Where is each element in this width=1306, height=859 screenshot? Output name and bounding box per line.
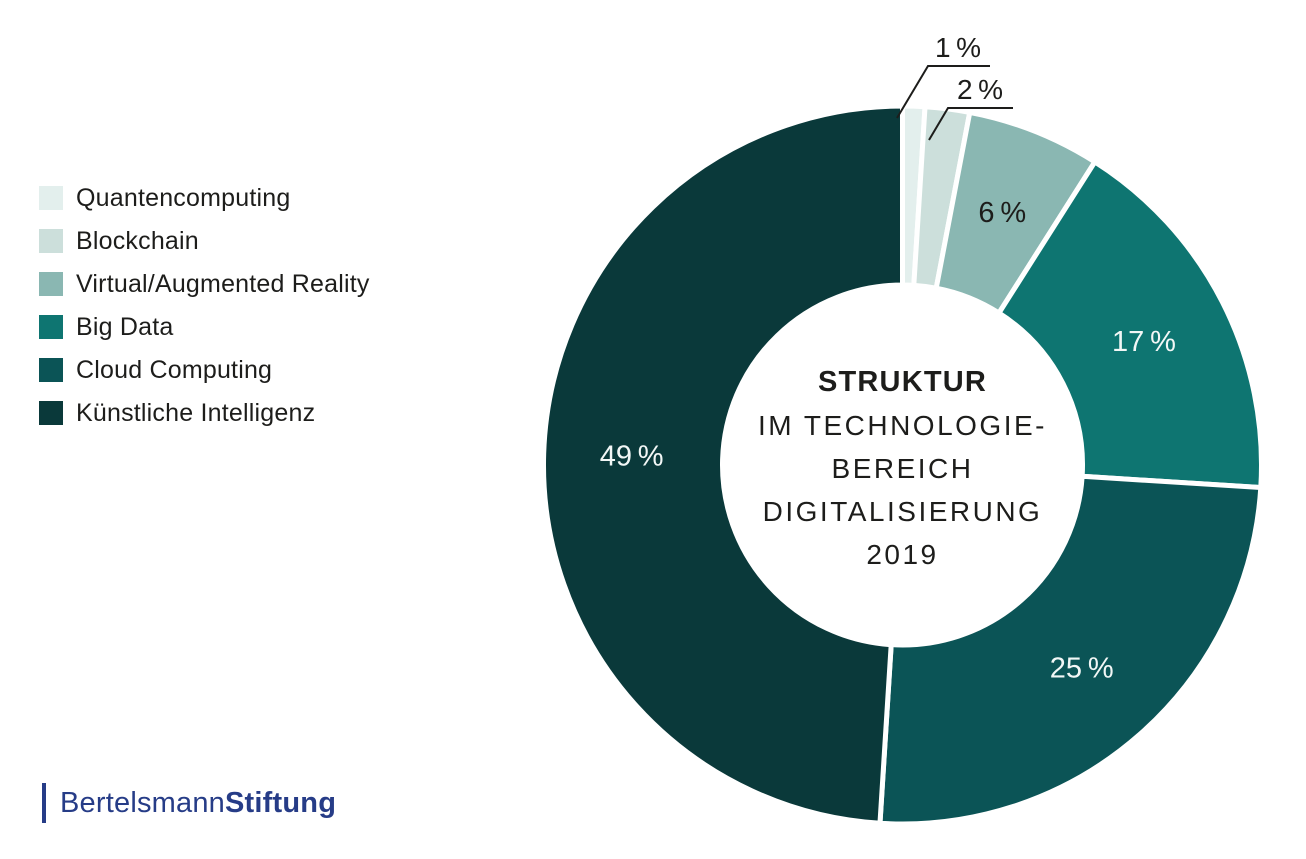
leader-line-quantencomputing (896, 65, 990, 119)
legend-item-k-nstliche-intelligenz: Künstliche Intelligenz (39, 398, 370, 427)
donut-segment-k-nstliche-intelligenz (541, 103, 905, 826)
donut-segment-cloud-computing (877, 473, 1264, 827)
segment-value-label-quantencomputing: 1 % (935, 32, 981, 63)
legend-swatch-blockchain (39, 229, 63, 253)
legend-item-quantencomputing: Quantencomputing (39, 183, 370, 212)
segment-value-label-blockchain: 2 % (957, 74, 1003, 105)
legend-swatch-virtual-augmented-reality (39, 272, 63, 296)
chart-title-line-1: STRUKTUR (817, 366, 988, 398)
logo-text: BertelsmannStiftung (60, 787, 336, 820)
logo-bar (42, 783, 46, 823)
legend-item-big-data: Big Data (39, 312, 370, 341)
legend-label-cloud-computing: Cloud Computing (76, 355, 273, 384)
chart-center-title: STRUKTUR IM TECHNOLOGIE- BEREICH DIGITAL… (702, 361, 1103, 576)
chart-title-line-3: BEREICH (831, 453, 974, 484)
legend-label-virtual-augmented-reality: Virtual/Augmented Reality (76, 269, 370, 298)
legend-item-cloud-computing: Cloud Computing (39, 355, 370, 384)
legend-swatch-k-nstliche-intelligenz (39, 401, 63, 425)
logo-text-regular: Bertelsmann (60, 786, 225, 819)
legend-item-blockchain: Blockchain (39, 226, 370, 255)
donut-segment-big-data (995, 158, 1264, 491)
legend-label-quantencomputing: Quantencomputing (76, 183, 291, 212)
legend-swatch-quantencomputing (39, 186, 63, 210)
legend-label-big-data: Big Data (76, 312, 174, 341)
segment-value-label-cloud-computing: 25 % (1050, 652, 1114, 684)
segment-value-label-k-nstliche-intelligenz: 49 % (600, 440, 664, 472)
chart-title-line-4: DIGITALISIERUNG (762, 496, 1043, 527)
logo-text-bold: Stiftung (225, 786, 337, 819)
chart-legend: Quantencomputing Blockchain Virtual/Augmen… (39, 183, 370, 444)
legend-item-virtual-augmented-reality: Virtual/Augmented Reality (39, 269, 370, 298)
legend-swatch-big-data (39, 315, 63, 339)
segment-value-label-big-data: 17 % (1112, 326, 1176, 358)
leader-line-blockchain (928, 107, 1013, 141)
chart-title-line-5: 2019 (866, 539, 939, 570)
chart-title-line-2: IM TECHNOLOGIE- (757, 410, 1047, 441)
bertelsmann-logo: BertelsmannStiftung (42, 783, 336, 823)
legend-label-k-nstliche-intelligenz: Künstliche Intelligenz (76, 398, 316, 427)
segment-value-label-virtual-augmented-reality: 6 % (978, 197, 1026, 229)
legend-swatch-cloud-computing (39, 358, 63, 382)
legend-label-blockchain: Blockchain (76, 226, 199, 255)
